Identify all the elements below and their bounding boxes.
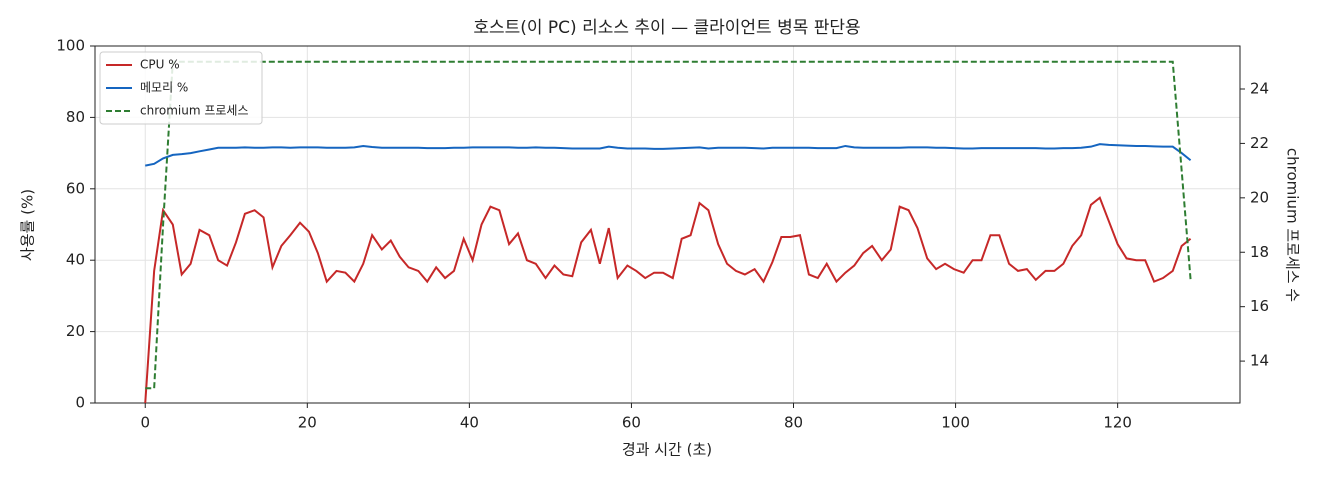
y-tick-label: 80 (66, 108, 85, 126)
series-line (145, 143, 1192, 167)
legend-box (99, 51, 263, 125)
x-tick-label: 0 (140, 414, 150, 432)
y-tick-label: 60 (66, 179, 85, 197)
y-tick-label: 40 (66, 251, 85, 269)
y2-tick-label: 18 (1250, 243, 1269, 261)
y2-tick-label: 16 (1250, 297, 1269, 315)
series-line (144, 196, 1192, 404)
x-tick-label: 100 (941, 414, 970, 432)
y2-tick-label: 20 (1250, 188, 1269, 206)
legend-label: chromium 프로세스 (140, 104, 249, 118)
plot-frame (94, 45, 1241, 404)
x-tick-label: 80 (784, 414, 803, 432)
x-tick-label: 120 (1103, 414, 1132, 432)
x-tick-label: 20 (298, 414, 317, 432)
y-tick-label: 0 (75, 394, 85, 412)
y-axis-label: 사용률 (%) (19, 189, 37, 261)
y-tick-label: 100 (56, 37, 85, 55)
chart-title: 호스트(이 PC) 리소스 추이 — 클라이언트 병목 판단용 (473, 18, 860, 38)
y2-axis-label: chromium 프로세스 수 (1284, 148, 1302, 302)
x-tick-label: 40 (460, 414, 479, 432)
x-axis-label: 경과 시간 (초) (622, 441, 712, 459)
y2-tick-label: 24 (1250, 79, 1269, 97)
y-tick-label: 20 (66, 322, 85, 340)
x-tick-label: 60 (622, 414, 641, 432)
y2-tick-label: 14 (1250, 352, 1269, 370)
legend-label: 메모리 % (140, 81, 188, 95)
series-line (145, 60, 1192, 390)
legend-label: CPU % (140, 58, 180, 72)
y2-tick-label: 22 (1250, 134, 1269, 152)
